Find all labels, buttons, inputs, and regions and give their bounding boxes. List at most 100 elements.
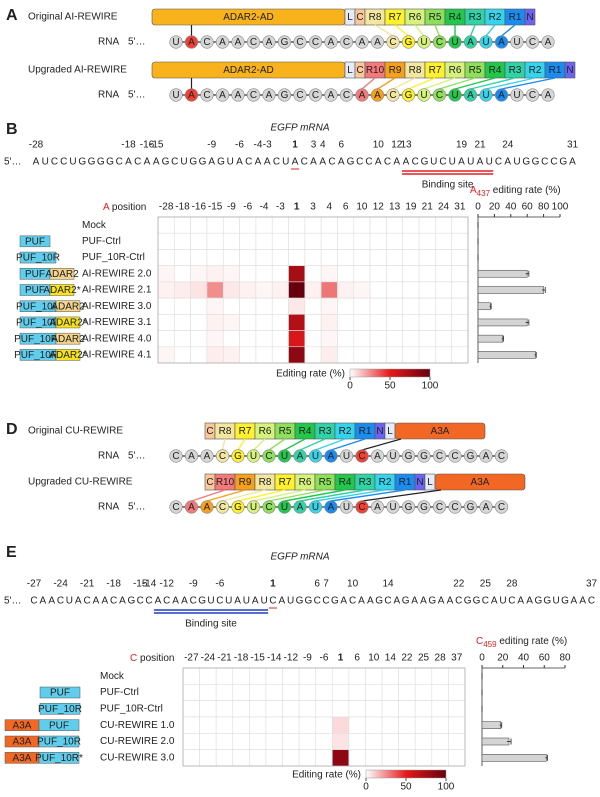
position-label: 12 — [391, 140, 403, 151]
heat-cell — [402, 265, 420, 283]
scale-title: Editing rate (%) — [292, 770, 361, 781]
row-label: CU-REWIRE 3.0 — [100, 752, 175, 763]
nucleotide-label: U — [312, 502, 319, 513]
bar-title: C459 editing rate (%) — [476, 636, 567, 649]
heat-cell — [265, 700, 283, 718]
nucleotide — [432, 88, 447, 102]
heat-cell — [315, 667, 333, 685]
scale-tick-label: 100 — [422, 381, 439, 392]
nucleotide-label: G — [281, 90, 289, 101]
heat-cell — [448, 733, 466, 750]
heat-cell — [448, 716, 466, 734]
nucleotide — [246, 449, 261, 463]
sequence-letter: U — [486, 157, 493, 168]
heat-cell — [431, 716, 449, 734]
domain-label: R5 — [319, 477, 332, 488]
heat-cell — [174, 297, 191, 315]
rna-label: RNA — [98, 37, 119, 48]
connector — [501, 77, 556, 90]
heat-cell — [315, 749, 333, 767]
nucleotide — [200, 35, 214, 49]
sequence-letter: C — [216, 596, 223, 607]
domain-label: C — [356, 12, 363, 23]
rna-label: RNA — [98, 502, 119, 513]
heatmap-frame — [157, 216, 469, 364]
heat-cell — [282, 667, 300, 685]
heat-cell — [174, 314, 191, 331]
nucleotide — [494, 35, 509, 49]
nucleotide-label: C — [343, 37, 350, 48]
scale-tick-label: 100 — [438, 782, 455, 793]
sequence-letter: A — [394, 596, 401, 607]
heat-cell — [190, 281, 208, 299]
sequence-letter: A — [393, 157, 400, 168]
sequence-letter: G — [543, 596, 551, 607]
nucleotide-label: A — [374, 37, 381, 48]
domain-label: R2 — [489, 12, 502, 23]
heat-cell — [331, 716, 350, 734]
heat-cell — [199, 684, 217, 701]
heat-cell — [402, 281, 420, 299]
domain-label: R8 — [259, 477, 272, 488]
nucleotide — [463, 88, 478, 102]
position-label: 10 — [347, 579, 359, 590]
domain-label: R1 — [399, 477, 412, 488]
nucleotide-label: C — [250, 90, 257, 101]
nucleotide-label: A — [297, 502, 304, 513]
heat-cell — [157, 281, 175, 299]
heat-cell — [288, 346, 306, 364]
heat-cell — [304, 216, 322, 234]
heat-cell — [304, 297, 322, 315]
sequence-letter: A — [33, 157, 40, 168]
nucleotide — [355, 35, 369, 49]
sequence-letter: G — [347, 157, 355, 168]
connector — [377, 77, 396, 90]
nucleotide-label: U — [513, 37, 520, 48]
sequence-letter: G — [217, 157, 225, 168]
sequence-letter: C — [328, 157, 335, 168]
nucleotide-label: A — [498, 90, 505, 101]
construct-name: Original CU-REWIRE — [28, 426, 123, 437]
nucleotide-label: U — [451, 90, 458, 101]
row-label: PUF_10R-Ctrl — [100, 703, 163, 714]
sequence-letter: A — [101, 596, 108, 607]
heat-cell — [381, 749, 399, 767]
heat-cell — [386, 232, 404, 250]
nucleotide — [231, 500, 245, 514]
heat-cell — [369, 265, 387, 283]
heat-cell — [451, 297, 469, 315]
connector — [361, 77, 376, 90]
heat-cell — [174, 249, 191, 266]
axis-label-letter: A — [103, 202, 110, 213]
heat-cell — [448, 667, 466, 685]
heat-cell — [232, 733, 250, 750]
heat-cell — [381, 667, 399, 685]
nucleotide-label: A — [374, 502, 381, 513]
x-tick-label: 100 — [552, 202, 569, 213]
x-tick-label: 0 — [479, 653, 485, 664]
heat-cell — [418, 281, 436, 299]
nucleotide — [262, 500, 276, 514]
nucleotide — [432, 500, 447, 514]
sequence-letter: C — [116, 157, 123, 168]
heat-cell — [337, 216, 355, 234]
heat-cell — [431, 733, 449, 750]
heat-cell — [353, 346, 371, 364]
construct-part — [49, 284, 75, 296]
nucleotide-label: A — [359, 37, 366, 48]
heat-cell — [381, 684, 399, 701]
x-tick-label: 80 — [538, 202, 550, 213]
heat-cell — [348, 749, 366, 767]
nucleotide — [417, 500, 431, 514]
nucleotide-label: U — [281, 451, 288, 462]
position-label: 24 — [502, 140, 514, 151]
heat-cell — [157, 330, 175, 348]
nucleotide — [262, 35, 276, 49]
nucleotide-label: A — [545, 90, 552, 101]
sequence-letter: A — [236, 157, 243, 168]
heat-cell — [402, 330, 420, 348]
color-scale — [365, 769, 447, 779]
heat-cell — [386, 314, 404, 331]
sequence-letter: G — [97, 157, 105, 168]
construct-part-label: PUF_10R — [16, 253, 60, 264]
